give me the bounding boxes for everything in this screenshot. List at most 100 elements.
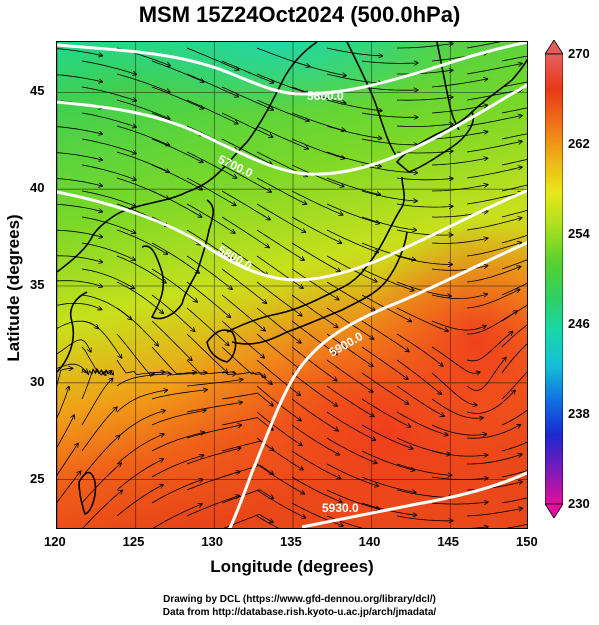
streamline bbox=[81, 242, 135, 260]
credit-drawing: Drawing by DCL (https://www.gfd-dennou.o… bbox=[163, 594, 436, 605]
streamline bbox=[431, 320, 486, 331]
streamline bbox=[116, 411, 165, 439]
coast-japan-kyushu bbox=[206, 329, 237, 363]
streamline bbox=[396, 359, 441, 394]
streamline bbox=[291, 502, 343, 526]
streamline bbox=[151, 432, 205, 452]
streamline bbox=[256, 255, 303, 288]
streamline bbox=[81, 436, 120, 478]
streamline bbox=[396, 97, 453, 101]
streamline bbox=[186, 151, 237, 178]
streamline bbox=[291, 398, 338, 431]
streamline bbox=[501, 324, 527, 348]
streamline bbox=[466, 116, 522, 127]
streamline bbox=[466, 193, 522, 205]
streamline bbox=[396, 229, 453, 235]
streamline bbox=[221, 392, 273, 406]
streamline bbox=[501, 470, 527, 478]
streamline bbox=[501, 304, 527, 322]
streamline bbox=[186, 307, 229, 345]
streamline bbox=[291, 450, 341, 479]
streamline bbox=[466, 90, 522, 101]
streamline bbox=[57, 280, 102, 287]
colorbar-top-arrow bbox=[545, 40, 563, 55]
streamline bbox=[116, 125, 170, 145]
streamline bbox=[221, 417, 273, 430]
coast-china bbox=[57, 42, 318, 273]
streamline bbox=[326, 463, 378, 486]
streamline bbox=[361, 190, 417, 201]
streamline bbox=[186, 333, 228, 373]
streamline bbox=[186, 203, 235, 233]
streamline bbox=[221, 294, 265, 331]
streamline bbox=[57, 415, 74, 448]
streamline bbox=[221, 346, 266, 378]
streamline bbox=[501, 159, 527, 166]
contour-5600 bbox=[57, 42, 527, 96]
streamline bbox=[152, 504, 202, 528]
streamline bbox=[431, 132, 488, 140]
streamline bbox=[221, 60, 274, 83]
streamline bbox=[466, 357, 506, 391]
streamline bbox=[116, 255, 166, 283]
streamline bbox=[256, 125, 308, 149]
streamline bbox=[501, 283, 527, 296]
streamline bbox=[361, 320, 409, 352]
contour-5800 bbox=[57, 189, 527, 282]
streamline bbox=[361, 372, 409, 404]
streamline bbox=[81, 268, 134, 288]
streamline bbox=[186, 448, 241, 465]
streamline bbox=[57, 443, 78, 476]
x-tick-label: 135 bbox=[280, 534, 302, 549]
streamline bbox=[221, 86, 273, 110]
streamline bbox=[116, 307, 158, 346]
streamline bbox=[57, 339, 91, 355]
colorbar-tick-label: 270 bbox=[568, 46, 590, 61]
streamline bbox=[221, 138, 272, 164]
streamline bbox=[291, 476, 342, 502]
streamline bbox=[81, 378, 113, 426]
y-tick-label: 35 bbox=[30, 277, 45, 292]
streamline bbox=[151, 346, 196, 374]
streamline bbox=[151, 320, 192, 360]
streamline bbox=[326, 437, 377, 463]
streamline bbox=[291, 60, 346, 76]
streamline bbox=[467, 454, 522, 465]
streamline bbox=[186, 47, 239, 70]
streamline bbox=[431, 502, 488, 504]
streamline bbox=[431, 266, 488, 271]
streamline bbox=[470, 527, 488, 528]
x-tick-label: 150 bbox=[516, 534, 538, 549]
streamline bbox=[57, 126, 102, 134]
streamline bbox=[361, 424, 413, 449]
streamline bbox=[57, 74, 102, 82]
colorbar-tick-label: 230 bbox=[568, 496, 590, 511]
map-canvas: 5600.0 5700.0 5800.0 5900.0 5930.0 bbox=[57, 42, 527, 528]
streamline bbox=[186, 229, 234, 261]
streamline bbox=[361, 112, 418, 117]
streamline bbox=[81, 216, 136, 233]
coast-russia bbox=[346, 42, 398, 158]
coast-east-china bbox=[57, 291, 88, 373]
streamline bbox=[396, 489, 452, 498]
streamline bbox=[57, 387, 69, 419]
streamline bbox=[396, 515, 453, 521]
streamline bbox=[116, 374, 171, 387]
streamline bbox=[326, 333, 373, 366]
streamline bbox=[466, 243, 521, 257]
streamline bbox=[501, 55, 527, 62]
streamline bbox=[151, 190, 202, 217]
streamline bbox=[57, 471, 81, 504]
y-tick-label: 45 bbox=[30, 83, 45, 99]
streamline bbox=[396, 385, 444, 416]
contour-label-5600: 5600.0 bbox=[307, 89, 344, 103]
streamline bbox=[396, 411, 448, 435]
streamline bbox=[501, 409, 527, 426]
streamline bbox=[396, 203, 453, 207]
colorbar-tick-label: 262 bbox=[568, 136, 590, 151]
contour-5930 bbox=[301, 471, 527, 528]
streamline bbox=[81, 112, 136, 127]
streamline bbox=[256, 177, 307, 204]
streamline bbox=[291, 216, 342, 243]
streamline bbox=[466, 64, 522, 75]
